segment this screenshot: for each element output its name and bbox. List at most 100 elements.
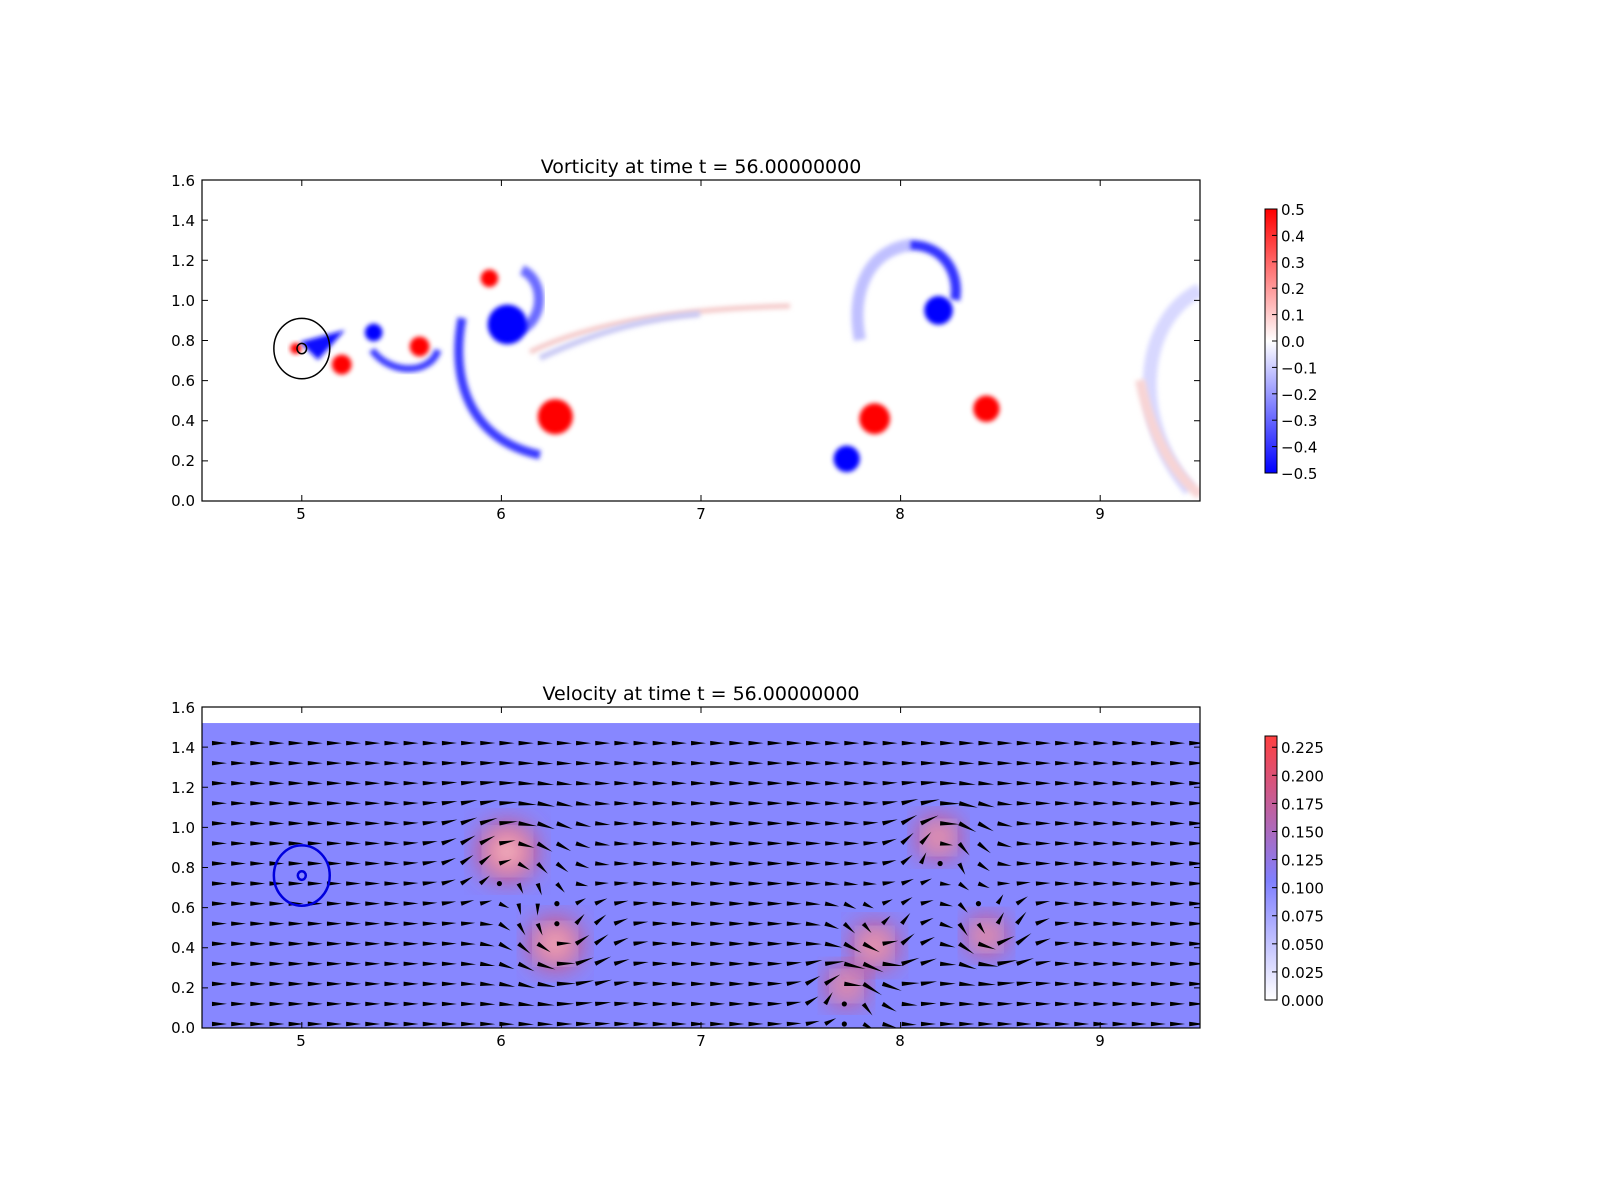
quiver-arrow — [824, 921, 840, 929]
quiver-arrow — [1054, 941, 1071, 946]
quiver-arrow — [517, 841, 535, 848]
quiver-arrow — [613, 918, 629, 926]
quiver-arrow — [269, 881, 285, 886]
vorticity-panel: Vorticity at time t = 56.00000000 5 6 7 … — [171, 156, 1317, 523]
quiver-arrow — [422, 921, 438, 926]
vortex-blob — [409, 336, 430, 357]
quiver-arrow — [844, 981, 863, 987]
quiver-arrow — [269, 961, 285, 966]
quiver-arrow — [556, 740, 572, 746]
quiver-arrow — [211, 1021, 227, 1027]
quiver-arrow — [976, 922, 986, 935]
x-tick-label: 6 — [496, 1032, 506, 1050]
quiver-arrow — [211, 1001, 227, 1007]
quiver-arrow — [1035, 841, 1051, 846]
quiver-arrow — [461, 941, 476, 946]
quiver-arrow — [288, 841, 304, 846]
quiver-arrow — [211, 961, 227, 966]
quiver-arrow — [269, 941, 285, 946]
x-tick-label: 7 — [696, 1032, 706, 1050]
quiver-arrow — [978, 961, 999, 967]
quiver-arrow — [231, 781, 247, 786]
vorticity-filament — [538, 311, 701, 361]
quiver-arrow — [786, 861, 802, 866]
quiver-arrow — [1150, 760, 1166, 766]
quiver-arrow — [403, 821, 419, 826]
quiver-arrow — [422, 861, 438, 866]
quiver-arrow — [691, 801, 707, 806]
quiver-arrow — [594, 898, 608, 906]
quiver-arrow — [804, 996, 819, 1006]
y-tick-label: 0.4 — [171, 412, 195, 430]
quiver-arrow — [652, 901, 668, 906]
quiver-arrow — [710, 901, 726, 906]
quiver-arrow — [844, 740, 860, 746]
quiver-arrow — [671, 861, 687, 866]
vorticity-filament — [1135, 379, 1200, 499]
quiver-arrow — [288, 861, 304, 866]
quiver-arrow — [461, 740, 477, 746]
quiver-arrow — [269, 801, 285, 806]
quiver-arrow — [767, 1021, 783, 1027]
speed-core — [926, 825, 951, 850]
quiver-arrow — [652, 760, 668, 766]
quiver-arrow — [613, 959, 630, 966]
quiver-arrow — [365, 961, 381, 966]
quiver-arrow — [518, 1001, 535, 1007]
quiver-arrow — [307, 801, 323, 806]
quiver-arrow — [786, 1021, 802, 1027]
quiver-arrow — [1189, 740, 1200, 746]
quiver-arrow — [1150, 821, 1166, 826]
quiver-arrow — [729, 861, 745, 866]
quiver-arrow — [1074, 921, 1090, 926]
quiver-arrow — [1016, 841, 1032, 846]
quiver-arrow — [403, 961, 419, 966]
quiver-arrow — [844, 821, 860, 826]
quiver-arrow — [326, 941, 342, 946]
quiver-arrow — [346, 740, 362, 746]
quiver-arrow — [957, 862, 966, 875]
quiver-arrow — [1131, 861, 1147, 866]
quiver-arrow — [633, 981, 649, 987]
y-tick-label: 0.6 — [171, 899, 195, 917]
quiver-arrow — [250, 781, 266, 786]
quiver-arrow — [575, 861, 590, 869]
quiver-arrow — [479, 800, 498, 806]
quiver-arrow — [995, 912, 1004, 925]
quiver-arrow — [384, 1001, 400, 1007]
quiver-arrow — [633, 881, 649, 886]
quiver-arrow — [537, 760, 554, 766]
quiver-arrow — [593, 914, 607, 926]
quiver-arrow — [1150, 941, 1166, 946]
quiver-arrow — [1074, 961, 1090, 966]
quiver-arrow — [844, 841, 860, 846]
quiver-arrow — [555, 882, 565, 893]
quiver-arrow — [1035, 1021, 1051, 1027]
quiver-arrow — [441, 838, 457, 846]
quiver-arrow — [940, 801, 961, 806]
quiver-arrow — [805, 1020, 820, 1027]
quiver-arrow — [535, 922, 543, 936]
quiver-arrow — [997, 781, 1013, 786]
quiver-arrow — [748, 821, 764, 826]
quiver-arrow — [231, 941, 247, 946]
quiver-dot — [937, 860, 943, 867]
quiver-arrow — [441, 740, 457, 746]
quiver-arrow — [786, 901, 802, 906]
colorbar-tick-label: 0.3 — [1281, 254, 1305, 272]
quiver-arrow — [652, 921, 668, 926]
quiver-arrow — [365, 941, 381, 946]
quiver-arrow — [1131, 921, 1147, 926]
vorticity-title: Vorticity at time t = 56.00000000 — [541, 156, 862, 178]
quiver-arrow — [863, 861, 879, 866]
quiver-arrow — [977, 861, 990, 872]
quiver-arrow — [881, 838, 897, 846]
quiver-arrow — [365, 740, 381, 746]
x-tick-label: 9 — [1095, 505, 1105, 523]
quiver-arrow — [250, 760, 266, 766]
quiver-arrow — [250, 801, 266, 806]
quiver-arrow — [710, 740, 726, 746]
vorticity-filament — [528, 303, 791, 355]
quiver-arrow — [1074, 861, 1090, 866]
quiver-arrow — [1035, 740, 1051, 746]
